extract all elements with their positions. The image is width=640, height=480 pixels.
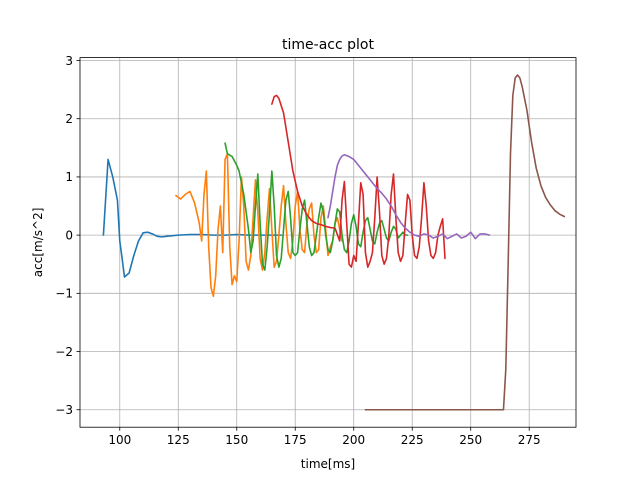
x-tick-label: 175 bbox=[284, 433, 307, 447]
series-line-5 bbox=[327, 154, 491, 240]
axis-ticks: 100 125 150 175 200 225 250 275 −3 −2 −1 0 1 2 3 bbox=[55, 54, 540, 447]
x-tick-label: 225 bbox=[401, 433, 424, 447]
series-line-6 bbox=[364, 74, 566, 411]
chart-title: time-acc plot bbox=[282, 37, 374, 53]
x-tick-label: 275 bbox=[518, 433, 541, 447]
y-tick-label: −1 bbox=[55, 287, 73, 301]
series-line-4 bbox=[271, 94, 446, 268]
x-tick-label: 200 bbox=[342, 433, 365, 447]
y-axis-label: acc[m/s^2] bbox=[31, 208, 45, 278]
y-tick-label: −3 bbox=[55, 403, 73, 417]
x-axis-label: time[ms] bbox=[301, 457, 355, 471]
y-tick-label: 3 bbox=[65, 54, 73, 68]
x-tick-label: 150 bbox=[225, 433, 248, 447]
x-tick-label: 125 bbox=[167, 433, 190, 447]
plot-frame bbox=[79, 57, 577, 428]
y-tick-label: −2 bbox=[55, 345, 73, 359]
y-tick-label: 0 bbox=[65, 228, 73, 242]
y-tick-label: 1 bbox=[65, 170, 73, 184]
series-line-2 bbox=[175, 152, 343, 298]
y-tick-label: 2 bbox=[65, 112, 73, 126]
x-tick-label: 250 bbox=[459, 433, 482, 447]
plot-series bbox=[102, 74, 566, 411]
series-line-3 bbox=[224, 142, 409, 271]
grid-lines bbox=[80, 57, 576, 428]
series-line-1 bbox=[102, 158, 283, 278]
x-tick-label: 100 bbox=[108, 433, 131, 447]
